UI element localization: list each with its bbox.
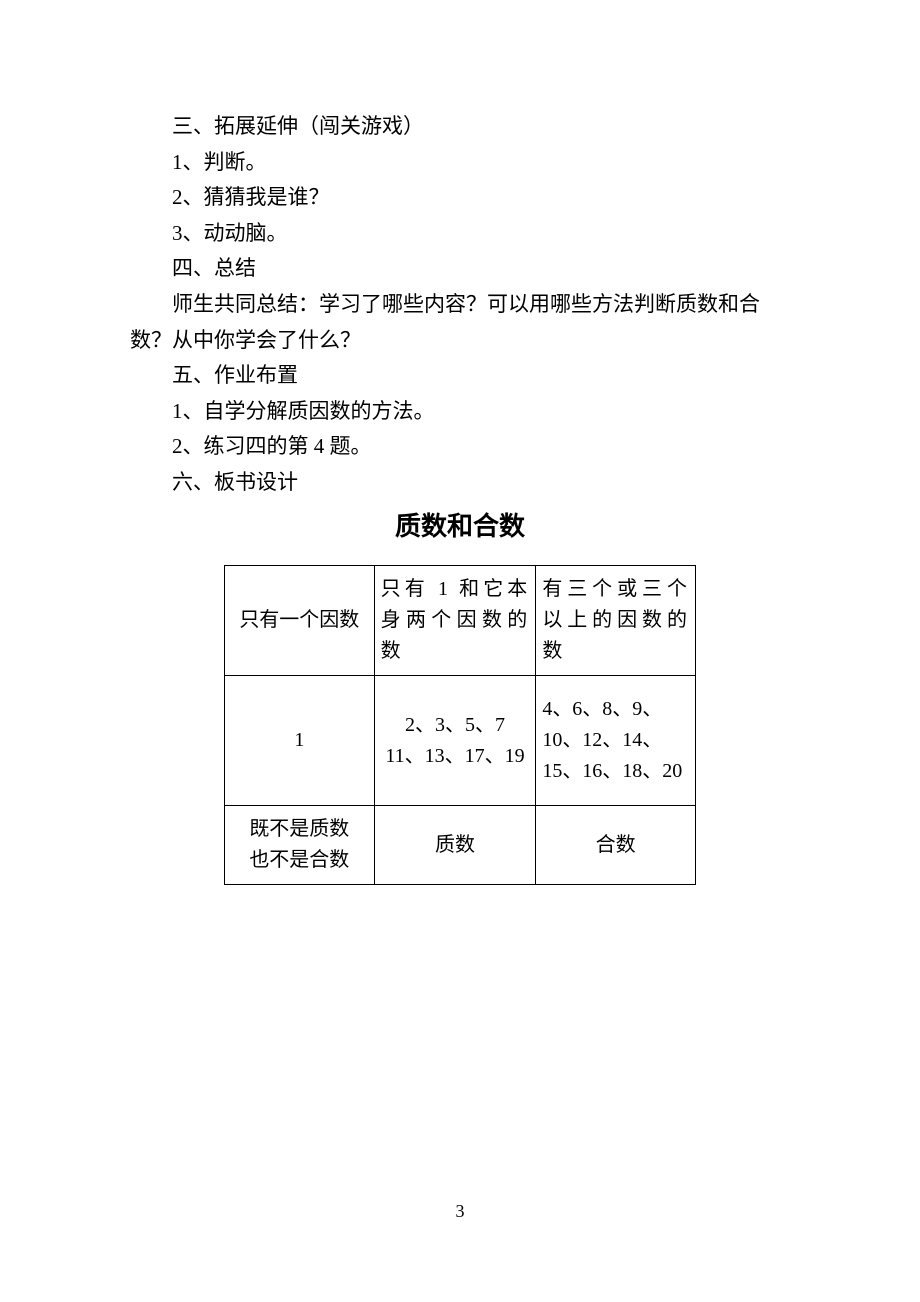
primes-line1: 2、3、5、7 <box>381 710 530 741</box>
document-body: 三、拓展延伸（闯关游戏） 1、判断。 2、猜猜我是谁？ 3、动动脑。 四、总结 … <box>0 0 920 885</box>
table-row: 1 2、3、5、7 11、13、17、19 4、6、8、9、 10、12、14、… <box>225 676 696 806</box>
composites-line2: 10、12、14、 <box>542 725 689 756</box>
homework-1: 1、自学分解质因数的方法。 <box>130 395 790 429</box>
heading-section-3: 三、拓展延伸（闯关游戏） <box>130 110 790 144</box>
cell-primes: 2、3、5、7 11、13、17、19 <box>374 676 536 806</box>
cell-one: 1 <box>225 676 375 806</box>
classification-table: 只有一个因数 只有 1 和它本身两个因数的数 有三个或三个以上的因数的数 1 2… <box>224 565 696 885</box>
table-row: 既不是质数 也不是合数 质数 合数 <box>225 806 696 885</box>
item-2: 2、猜猜我是谁？ <box>130 181 790 215</box>
cell-composites: 4、6、8、9、 10、12、14、 15、16、18、20 <box>536 676 696 806</box>
header-col2: 只有 1 和它本身两个因数的数 <box>374 566 536 676</box>
header-col3: 有三个或三个以上的因数的数 <box>536 566 696 676</box>
board-title: 质数和合数 <box>130 506 790 548</box>
neither-line1: 既不是质数 <box>231 814 368 845</box>
primes-line2: 11、13、17、19 <box>381 741 530 772</box>
label-composite: 合数 <box>536 806 696 885</box>
summary-line-1: 师生共同总结：学习了哪些内容？可以用哪些方法判断质数和合 <box>130 288 790 322</box>
table-row: 只有一个因数 只有 1 和它本身两个因数的数 有三个或三个以上的因数的数 <box>225 566 696 676</box>
label-neither: 既不是质数 也不是合数 <box>225 806 375 885</box>
homework-2: 2、练习四的第 4 题。 <box>130 430 790 464</box>
summary-line-2: 数？从中你学会了什么？ <box>130 324 790 358</box>
table-container: 只有一个因数 只有 1 和它本身两个因数的数 有三个或三个以上的因数的数 1 2… <box>130 565 790 885</box>
composites-line1: 4、6、8、9、 <box>542 694 689 725</box>
item-1: 1、判断。 <box>130 146 790 180</box>
heading-section-5: 五、作业布置 <box>130 359 790 393</box>
heading-section-4: 四、总结 <box>130 252 790 286</box>
item-3: 3、动动脑。 <box>130 217 790 251</box>
neither-line2: 也不是合数 <box>231 845 368 876</box>
heading-section-6: 六、板书设计 <box>130 466 790 500</box>
label-prime: 质数 <box>374 806 536 885</box>
header-col1: 只有一个因数 <box>225 566 375 676</box>
composites-line3: 15、16、18、20 <box>542 756 689 787</box>
page-number: 3 <box>0 1201 920 1222</box>
